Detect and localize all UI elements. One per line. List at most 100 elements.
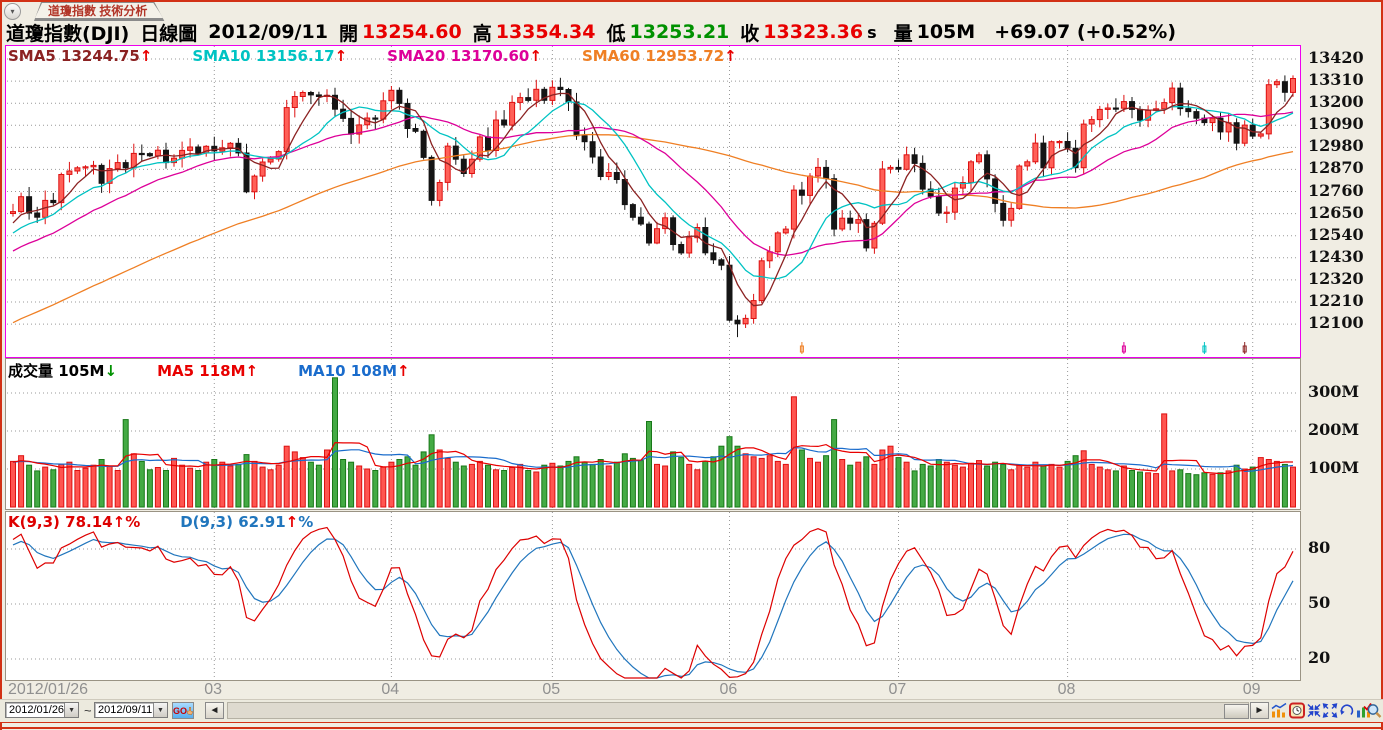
axis-label: 300M bbox=[1308, 382, 1360, 401]
stochastic-chart[interactable] bbox=[6, 512, 1300, 680]
volume-legend-label: 成交量 bbox=[8, 362, 54, 380]
sma60-value: 12953.72 bbox=[645, 47, 725, 65]
scroll-left-button[interactable]: ◄ bbox=[205, 702, 224, 719]
d-arrow-icon: ↑ bbox=[285, 513, 299, 531]
x-axis-label: 08 bbox=[1057, 681, 1076, 698]
candlestick-chart[interactable] bbox=[6, 46, 1300, 357]
axis-label: 12210 bbox=[1308, 290, 1364, 310]
sma60-arrow-icon: ↑ bbox=[724, 47, 737, 65]
sma60-label: SMA60 bbox=[581, 47, 641, 65]
x-axis-label: 03 bbox=[204, 681, 223, 698]
go-button-label: GO bbox=[173, 705, 188, 716]
volume-legend-value: 105M bbox=[58, 362, 105, 380]
frame-top bbox=[0, 0, 1383, 2]
chevron-down-icon[interactable]: ▼ bbox=[64, 703, 78, 717]
indicator-settings-icon[interactable] bbox=[1271, 702, 1287, 719]
high-label: 高 bbox=[472, 22, 492, 45]
frame-bottom-2 bbox=[0, 727, 1383, 729]
x-axis-label: 07 bbox=[888, 681, 907, 698]
axis-label: 20 bbox=[1308, 647, 1331, 667]
k-arrow-icon: ↑ bbox=[112, 513, 126, 531]
date-range-separator: ~ bbox=[84, 703, 92, 718]
x-axis-label: 05 bbox=[542, 681, 561, 698]
vol-ma10-arrow-icon: ↑ bbox=[397, 361, 410, 380]
sma20-arrow-icon: ↑ bbox=[529, 47, 542, 65]
axis-label: 12870 bbox=[1308, 158, 1364, 178]
expand-icon[interactable] bbox=[1322, 702, 1338, 719]
sma10-value: 13156.17 bbox=[255, 47, 335, 65]
collapse-icon[interactable] bbox=[1306, 702, 1322, 719]
k-value: 78.14 bbox=[65, 513, 113, 531]
sma5-arrow-icon: ↑ bbox=[139, 47, 153, 65]
x-axis-label: 04 bbox=[381, 681, 400, 698]
volume-label: 量 bbox=[893, 22, 913, 45]
tab-label: 道瓊指數 技術分析 bbox=[48, 4, 148, 18]
vol-ma10-label: MA10 bbox=[298, 361, 346, 380]
clock-icon[interactable] bbox=[1289, 702, 1305, 719]
quote-header: 道瓊指數(DJI) 日線圖 2012/09/11 開 13254.60 高 13… bbox=[6, 20, 1187, 45]
hand-pointer-icon bbox=[187, 706, 193, 715]
tab-technical-analysis[interactable]: 道瓊指數 技術分析 bbox=[25, 2, 170, 21]
tab-menu-button[interactable]: ▾ bbox=[4, 3, 21, 20]
price-chart-pane[interactable]: SMA5 13244.75↑ SMA10 13156.17↑ SMA20 131… bbox=[5, 45, 1301, 358]
axis-label: 12760 bbox=[1308, 180, 1364, 200]
high-value: 13354.34 bbox=[495, 21, 596, 43]
axis-label: 13200 bbox=[1308, 92, 1364, 112]
close-value: 13323.36 bbox=[763, 21, 864, 43]
instrument-title: 道瓊指數(DJI) bbox=[6, 22, 130, 45]
kd-chart-pane[interactable]: K(9,3) 78.14↑% D(9,3) 62.91↑% bbox=[5, 511, 1301, 681]
open-value: 13254.60 bbox=[361, 21, 462, 43]
kd-legend: K(9,3) 78.14↑% D(9,3) 62.91↑% bbox=[8, 513, 353, 531]
x-axis: 2012/01/26 03 04 05 06 07 08 09 bbox=[0, 681, 1383, 698]
sma10-label: SMA10 bbox=[192, 47, 251, 65]
axis-label: 50 bbox=[1308, 592, 1331, 612]
x-axis-label: 2012/01/26 bbox=[8, 681, 89, 698]
chevron-down-icon[interactable]: ▼ bbox=[153, 703, 167, 717]
low-label: 低 bbox=[606, 22, 626, 45]
date-to-value: 2012/09/11 bbox=[98, 704, 153, 716]
d-label: D(9,3) bbox=[180, 513, 233, 531]
zoom-icon[interactable] bbox=[1366, 702, 1382, 719]
sma20-label: SMA20 bbox=[387, 47, 446, 65]
bottom-toolbar: 2012/01/26 ▼ ~ 2012/09/11 ▼ GO ◄ ► bbox=[0, 699, 1383, 722]
sma5-value: 13244.75 bbox=[61, 47, 140, 65]
axis-label: 12430 bbox=[1308, 246, 1364, 266]
axis-label: 12540 bbox=[1308, 224, 1364, 244]
axis-label: 80 bbox=[1308, 538, 1331, 557]
volume-chart[interactable] bbox=[6, 359, 1300, 509]
date-from-value: 2012/01/26 bbox=[9, 704, 65, 716]
volume-legend: 成交量 105M↓ MA5 118M↑ MA10 108M↑ bbox=[8, 360, 450, 381]
axis-label: 13310 bbox=[1308, 70, 1364, 90]
close-suffix: s bbox=[867, 22, 877, 42]
axis-label: 12650 bbox=[1308, 202, 1364, 222]
chart-type-label: 日線圖 bbox=[140, 22, 198, 45]
k-label: K(9,3) bbox=[8, 513, 60, 531]
date-from-combobox[interactable]: 2012/01/26 ▼ bbox=[5, 702, 79, 718]
volume-chart-pane[interactable]: 成交量 105M↓ MA5 118M↑ MA10 108M↑ bbox=[5, 358, 1301, 510]
axis-label: 12100 bbox=[1308, 313, 1364, 333]
volume-value: 105M bbox=[916, 21, 976, 43]
undo-icon[interactable] bbox=[1338, 702, 1354, 719]
axis-label: 200M bbox=[1308, 420, 1360, 439]
price-legend: SMA5 13244.75↑ SMA10 13156.17↑ SMA20 131… bbox=[8, 47, 777, 65]
close-label: 收 bbox=[740, 22, 760, 45]
axis-label: 100M bbox=[1308, 458, 1360, 477]
d-value: 62.91 bbox=[238, 513, 286, 531]
arrow-right-icon: ► bbox=[1254, 705, 1265, 716]
scrollbar-thumb[interactable] bbox=[1224, 704, 1249, 719]
axis-label: 13090 bbox=[1308, 114, 1364, 134]
change-value: +69.07 (+0.52%) bbox=[994, 21, 1177, 43]
quote-date: 2012/09/11 bbox=[208, 21, 328, 43]
x-axis-label: 09 bbox=[1242, 681, 1261, 698]
low-value: 13253.21 bbox=[629, 21, 730, 43]
vol-ma5-arrow-icon: ↑ bbox=[245, 361, 259, 380]
sma20-value: 13170.60 bbox=[450, 47, 530, 65]
frame-left bbox=[0, 0, 2, 730]
go-button[interactable]: GO bbox=[172, 702, 194, 719]
date-to-combobox[interactable]: 2012/09/11 ▼ bbox=[94, 702, 168, 718]
scroll-right-button[interactable]: ► bbox=[1250, 702, 1269, 719]
k-suffix: % bbox=[125, 513, 141, 531]
vol-ma5-label: MA5 bbox=[157, 361, 195, 380]
chart-scrollbar[interactable] bbox=[227, 702, 1249, 719]
